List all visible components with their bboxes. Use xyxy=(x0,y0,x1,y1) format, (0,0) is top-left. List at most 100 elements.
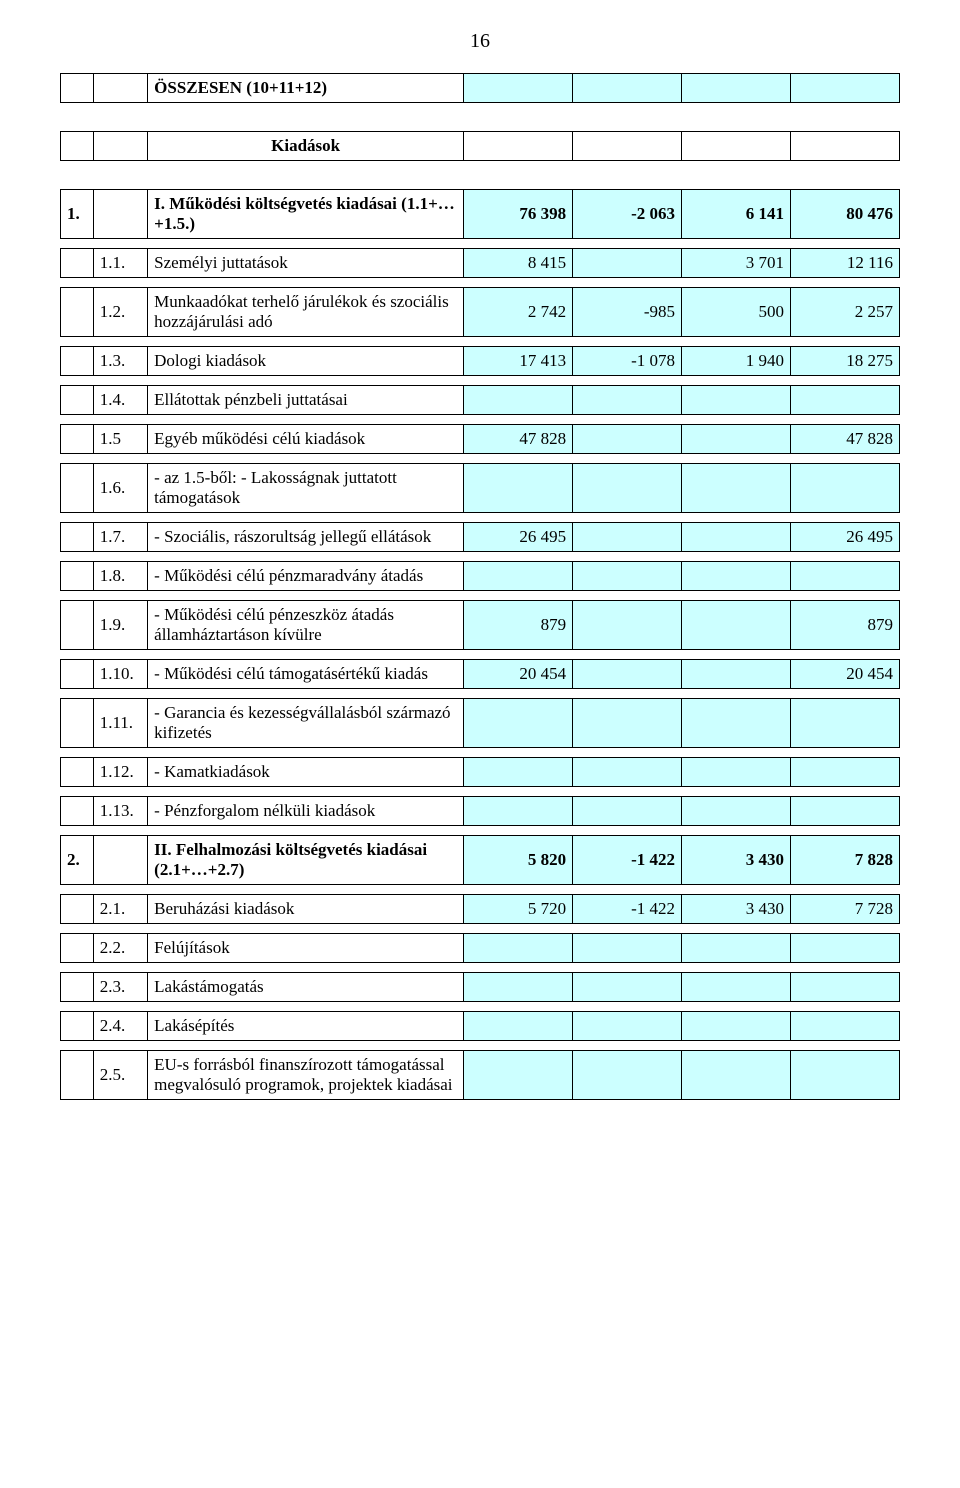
row-index: 1.12. xyxy=(93,758,147,787)
row-value-2 xyxy=(573,562,682,591)
cell-empty xyxy=(61,601,94,650)
cell-empty xyxy=(791,132,900,161)
table-row: 1.1.Személyi juttatások8 4153 70112 116 xyxy=(61,249,900,278)
row-value-2 xyxy=(573,425,682,454)
row-spacer xyxy=(61,787,900,797)
cell-empty xyxy=(61,973,94,1002)
row-value-1: 5 720 xyxy=(464,895,573,924)
row-value-4: 20 454 xyxy=(791,660,900,689)
cell-empty xyxy=(61,895,94,924)
cell-empty xyxy=(61,74,94,103)
row-value-3 xyxy=(682,386,791,415)
cell-empty xyxy=(464,74,573,103)
cell-empty xyxy=(61,347,94,376)
row-spacer xyxy=(61,591,900,601)
row-index: 2.1. xyxy=(93,895,147,924)
header-table: Kiadások xyxy=(60,131,900,161)
cell-empty xyxy=(682,132,791,161)
table-row: 1.4.Ellátottak pénzbeli juttatásai xyxy=(61,386,900,415)
row-index: 1.10. xyxy=(93,660,147,689)
row-value-3: 6 141 xyxy=(682,190,791,239)
document-page: 16 ÖSSZESEN (10+11+12) Kiadások 1.I. Műk… xyxy=(0,0,960,1178)
cell-empty xyxy=(61,562,94,591)
row-description: Beruházási kiadások xyxy=(148,895,464,924)
table-row: 1.I. Működési költségvetés kiadásai (1.1… xyxy=(61,190,900,239)
row-spacer xyxy=(61,239,900,249)
cell-empty xyxy=(61,660,94,689)
row-index: 1.3. xyxy=(93,347,147,376)
row-index: 1.9. xyxy=(93,601,147,650)
row-description: Ellátottak pénzbeli juttatásai xyxy=(148,386,464,415)
row-index: 1.7. xyxy=(93,523,147,552)
cell-empty xyxy=(61,1012,94,1041)
row-description: Lakástámogatás xyxy=(148,973,464,1002)
row-index: 2.3. xyxy=(93,973,147,1002)
row-value-1: 76 398 xyxy=(464,190,573,239)
row-value-2 xyxy=(573,758,682,787)
row-index: 1. xyxy=(61,190,94,239)
row-value-3 xyxy=(682,660,791,689)
row-value-3 xyxy=(682,601,791,650)
cell-empty xyxy=(93,836,147,885)
row-value-4 xyxy=(791,562,900,591)
row-spacer xyxy=(61,376,900,386)
table-row: 1.2.Munkaadókat terhelő járulékok és szo… xyxy=(61,288,900,337)
table-row: 1.13.- Pénzforgalom nélküli kiadások xyxy=(61,797,900,826)
row-value-3 xyxy=(682,797,791,826)
row-value-4: 47 828 xyxy=(791,425,900,454)
row-value-4 xyxy=(791,464,900,513)
row-value-4 xyxy=(791,699,900,748)
table-row: 1.12.- Kamatkiadások xyxy=(61,758,900,787)
cell-empty xyxy=(464,132,573,161)
row-index: 2.4. xyxy=(93,1012,147,1041)
cell-empty xyxy=(61,132,94,161)
row-value-3 xyxy=(682,758,791,787)
row-index: 1.1. xyxy=(93,249,147,278)
cell-empty xyxy=(791,74,900,103)
cell-empty xyxy=(61,758,94,787)
row-index: 1.6. xyxy=(93,464,147,513)
row-value-1 xyxy=(464,934,573,963)
row-value-2 xyxy=(573,699,682,748)
row-value-3 xyxy=(682,464,791,513)
row-value-4: 2 257 xyxy=(791,288,900,337)
row-index: 1.11. xyxy=(93,699,147,748)
table-row: 2.II. Felhalmozási költségvetés kiadásai… xyxy=(61,836,900,885)
row-value-4 xyxy=(791,934,900,963)
row-value-2 xyxy=(573,601,682,650)
row-value-1 xyxy=(464,562,573,591)
cell-empty xyxy=(93,132,147,161)
row-value-3 xyxy=(682,1051,791,1100)
row-description: - Szociális, rászorultság jellegű ellátá… xyxy=(148,523,464,552)
row-value-4: 7 828 xyxy=(791,836,900,885)
row-description: - Működési célú támogatásértékű kiadás xyxy=(148,660,464,689)
row-value-4 xyxy=(791,973,900,1002)
cell-empty xyxy=(61,464,94,513)
row-value-2 xyxy=(573,797,682,826)
row-description: - Garancia és kezességvállalásból szárma… xyxy=(148,699,464,748)
cell-empty xyxy=(61,523,94,552)
row-spacer xyxy=(61,689,900,699)
row-spacer xyxy=(61,924,900,934)
page-number: 16 xyxy=(60,30,900,53)
row-index: 1.13. xyxy=(93,797,147,826)
table-row: 2.1.Beruházási kiadások5 720-1 4223 4307… xyxy=(61,895,900,924)
row-value-1 xyxy=(464,1051,573,1100)
row-value-4: 18 275 xyxy=(791,347,900,376)
row-value-2: -2 063 xyxy=(573,190,682,239)
row-index: 2.2. xyxy=(93,934,147,963)
row-value-2 xyxy=(573,386,682,415)
row-description: - Működési célú pénzmaradvány átadás xyxy=(148,562,464,591)
table-row: 1.11.- Garancia és kezességvállalásból s… xyxy=(61,699,900,748)
cell-empty xyxy=(93,190,147,239)
row-value-4 xyxy=(791,758,900,787)
row-spacer xyxy=(61,552,900,562)
row-spacer xyxy=(61,513,900,523)
row-value-3: 500 xyxy=(682,288,791,337)
row-value-3 xyxy=(682,523,791,552)
row-value-2: -1 078 xyxy=(573,347,682,376)
row-value-2 xyxy=(573,973,682,1002)
row-value-4: 7 728 xyxy=(791,895,900,924)
row-index: 1.2. xyxy=(93,288,147,337)
table-row: 1.6.- az 1.5-ből: - Lakosságnak juttatot… xyxy=(61,464,900,513)
